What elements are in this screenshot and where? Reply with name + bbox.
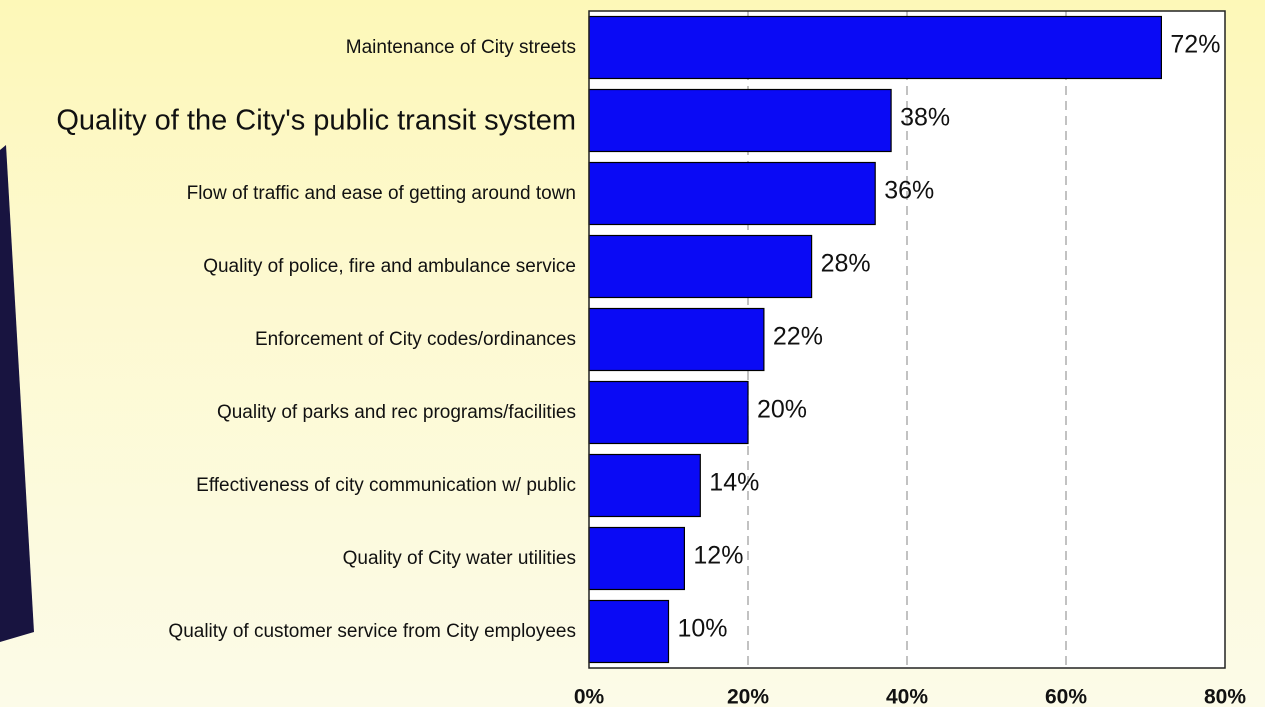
bar [588,88,892,153]
bar [588,234,813,299]
category-label: Quality of the City's public transit sys… [56,105,576,137]
bar [588,161,876,226]
value-label: 12% [693,542,743,570]
plot-frame [588,10,1226,669]
bar [588,380,749,445]
x-tick-label: 80% [1204,686,1246,707]
value-label: 22% [773,323,823,351]
value-label: 28% [821,250,871,278]
x-tick-label: 40% [886,686,928,707]
category-labels: Maintenance of City streets Quality of th… [56,37,576,642]
value-label: 14% [709,469,759,497]
bar [588,15,1163,80]
x-tick-label: 20% [727,686,769,707]
value-label: 36% [884,177,934,205]
x-tick-label: 0% [574,686,605,707]
value-label: 72% [1170,31,1220,59]
category-label: Quality of parks and rec programs/facili… [217,402,576,423]
x-axis-ticks: 0% 20% 40% 60% 80% [574,686,1247,707]
bar [588,307,765,372]
value-label: 20% [757,396,807,424]
value-label: 38% [900,104,950,132]
bar [588,453,701,518]
category-label: Maintenance of City streets [346,37,576,58]
value-label: 10% [678,615,728,643]
category-label: Enforcement of City codes/ordinances [255,329,576,350]
value-labels: 72% 38% 36% 28% 22% 20% 14% 12% 10% [678,31,1221,643]
category-label: Quality of police, fire and ambulance se… [203,256,576,277]
bars [588,15,1163,664]
category-label: Effectiveness of city communication w/ p… [196,475,576,496]
bar [588,526,686,591]
x-tick-label: 60% [1045,686,1087,707]
category-label: Quality of City water utilities [343,548,576,569]
category-label: Flow of traffic and ease of getting arou… [187,183,576,204]
category-label: Quality of customer service from City em… [168,621,576,642]
bar [588,599,670,664]
